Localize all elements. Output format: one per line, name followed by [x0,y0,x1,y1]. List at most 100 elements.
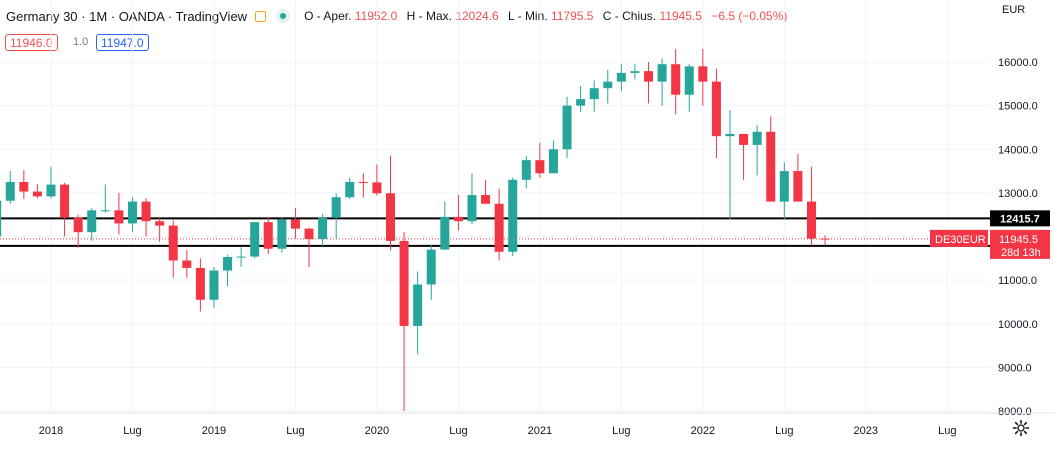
candle [793,153,803,202]
gear-icon[interactable] [1012,419,1030,437]
candle [372,164,382,196]
candle [494,188,504,261]
candle [386,155,395,251]
ohlc-close-label: C - Chius. [602,9,657,23]
x-tick-label: 2020 [365,425,389,437]
candle [562,96,572,158]
candle [345,177,355,199]
candle [630,64,640,80]
candle [19,170,29,199]
candle-body [440,216,450,250]
candle-body [155,221,165,226]
candle [535,142,545,178]
candle [711,68,721,158]
candle [46,166,56,199]
candle [752,125,762,176]
candle [60,182,70,237]
currency-label[interactable]: EUR [1002,4,1026,16]
candle [277,217,287,253]
y-tick-label: 14000.0 [998,144,1038,156]
ohlc-open-value: 11952.0 [354,9,398,23]
candle [223,254,233,287]
y-tick-label: 9000.0 [998,362,1032,374]
candle-body [413,284,423,326]
candle-body [752,131,762,145]
candle [739,133,749,180]
candle-body [127,201,137,224]
candle-body [277,219,287,249]
candle [331,193,341,239]
candle-body [250,222,260,257]
candle [684,63,694,113]
level-label: 12415.7 [1000,213,1040,225]
candle-body [141,201,151,222]
candle [481,179,491,204]
candle-body [0,200,2,237]
x-tick-label: Lug [286,425,304,437]
candle [127,197,137,232]
candle-body [304,228,314,240]
candle [657,58,667,106]
candle [725,109,735,220]
candle-body [725,133,735,137]
candle [426,245,436,300]
candle [73,214,83,248]
candle [508,177,518,257]
y-tick-label: 11000.0 [998,275,1037,287]
candle-body [481,195,491,204]
candle [453,195,463,231]
candle-body [806,201,816,239]
candle-body [711,81,721,137]
candle-body [562,105,572,150]
candle-body [521,160,531,180]
candle-body [32,191,42,197]
sell-quote[interactable]: 11946.0 [5,33,58,51]
candle-body [236,256,246,258]
candle-body [318,217,328,240]
y-tick-label: 8000.0 [998,406,1032,418]
candle [0,200,2,237]
candle-body [5,181,15,201]
candle-body [100,210,110,212]
y-tick-label: 15000.0 [998,101,1038,113]
x-tick-label: Lug [775,425,793,437]
candle-body [467,195,477,222]
candle [250,222,260,259]
candle-body [223,257,233,271]
candle-body [603,81,613,89]
candle-body [644,71,654,82]
candle-body [453,216,463,222]
sell-price[interactable]: 11946.0 [5,33,58,51]
eye-icon[interactable] [276,9,291,23]
candle [182,249,192,278]
x-tick-label: 2023 [854,425,878,437]
candle-body [576,99,586,106]
candle [168,220,178,278]
ohlc-low-label: L - Min. [508,9,548,23]
y-tick-label: 10000.0 [998,319,1038,331]
candle [413,271,423,355]
candle [671,48,681,115]
last-price-label: 11945.5 [999,234,1038,246]
candle [779,162,789,220]
symbol-title[interactable]: Germany 30 · 1M · OANDA · TradingView [6,8,248,24]
candle [644,62,654,104]
x-tick-label: 2022 [691,425,715,437]
candle-body [494,203,504,252]
candle [87,208,97,241]
candle [209,267,219,308]
candle-body [290,219,300,229]
candle-body [195,267,205,300]
symbol-tag: DE30EUR [935,234,986,246]
level-label-bg [990,210,1050,227]
y-tick-label: 16000.0 [998,57,1038,69]
flag-icon[interactable] [255,10,267,22]
candle [467,173,477,225]
candle-body [60,184,70,218]
candle-body [820,238,830,240]
candle [616,64,626,92]
candle-body [87,210,97,233]
candle [521,155,531,189]
candle-body [766,131,776,202]
